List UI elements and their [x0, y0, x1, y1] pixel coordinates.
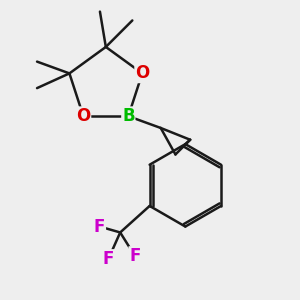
Text: F: F — [103, 250, 114, 268]
Text: F: F — [94, 218, 105, 236]
Text: O: O — [76, 107, 91, 125]
Text: B: B — [122, 107, 135, 125]
Text: O: O — [135, 64, 149, 82]
Text: F: F — [129, 247, 141, 265]
